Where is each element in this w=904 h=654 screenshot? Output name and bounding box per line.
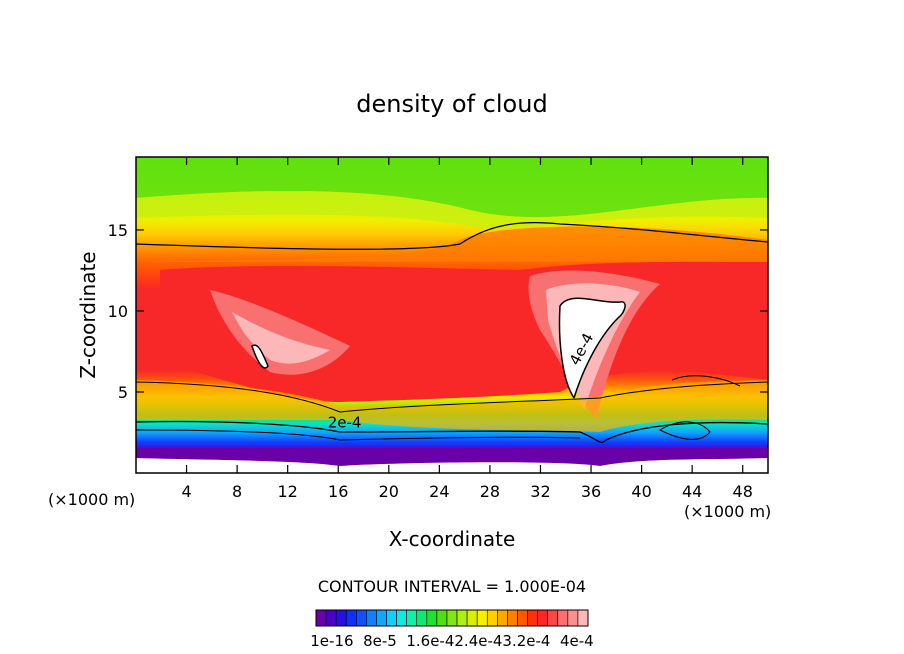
colorbar-swatch <box>396 609 407 627</box>
colorbar-swatch <box>517 609 528 627</box>
x-tick-label: 12 <box>278 482 298 501</box>
colorbar-swatch <box>456 609 468 627</box>
colorbar-swatch <box>376 609 387 627</box>
chart-title: density of cloud <box>356 90 547 118</box>
colorbar-swatch <box>486 609 498 627</box>
x-tick-label: 48 <box>733 482 753 501</box>
x-tick-label: 40 <box>631 482 651 501</box>
colorbar-swatch <box>366 609 377 627</box>
plot-area <box>136 157 768 473</box>
colorbar-swatch <box>355 609 367 627</box>
x-tick-label: 36 <box>581 482 601 501</box>
colorbar-swatch <box>335 609 347 627</box>
colorbar-swatch <box>577 609 589 627</box>
colorbar-frame <box>315 609 589 627</box>
colorbar <box>315 609 589 627</box>
x-tick-label: 4 <box>181 482 191 501</box>
colorbar-swatch <box>537 609 549 627</box>
y-axis-label: Z-coordinate <box>76 251 100 378</box>
colorbar-swatch <box>476 609 488 627</box>
x-axis-label: X-coordinate <box>389 527 516 551</box>
colorbar-tick-labels: 1e-16 8e-5 1.6e-42.4e-43.2e-4 4e-4 <box>310 632 593 650</box>
plot-frame <box>135 156 769 474</box>
colorbar-swatch <box>547 609 559 627</box>
x-tick-label: 8 <box>232 482 242 501</box>
colorbar-swatch <box>406 609 418 627</box>
colorbar-swatch <box>345 609 357 627</box>
y-tick-label: 15 <box>108 221 128 240</box>
colorbar-swatch <box>497 609 508 627</box>
x-tick-label: 16 <box>328 482 348 501</box>
x-axis-unit-right: (×1000 m) <box>684 502 771 521</box>
colorbar-swatch <box>466 609 478 627</box>
y-tick-label: 10 <box>108 302 128 321</box>
x-tick-label: 32 <box>530 482 550 501</box>
colorbar-swatch <box>386 609 397 627</box>
colorbar-swatch <box>557 609 569 627</box>
x-axis-unit-left: (×1000 m) <box>48 490 135 509</box>
colorbar-swatch <box>446 609 458 627</box>
colorbar-swatch <box>416 609 428 627</box>
x-tick-label: 20 <box>379 482 399 501</box>
colorbar-swatch <box>315 609 327 627</box>
colorbar-swatch <box>325 609 337 627</box>
x-tick-label: 44 <box>682 482 702 501</box>
colorbar-swatch <box>426 609 438 627</box>
colorbar-swatch <box>527 609 538 627</box>
x-tick-label: 24 <box>429 482 449 501</box>
x-tick-label: 28 <box>480 482 500 501</box>
y-tick-label: 5 <box>118 383 128 402</box>
contour-label: 2e-4 <box>328 414 362 432</box>
colorbar-swatch <box>436 609 448 627</box>
contour-interval-text: CONTOUR INTERVAL = 1.000E-04 <box>318 577 586 596</box>
colorbar-swatch <box>567 609 579 627</box>
colorbar-swatch <box>507 609 518 627</box>
